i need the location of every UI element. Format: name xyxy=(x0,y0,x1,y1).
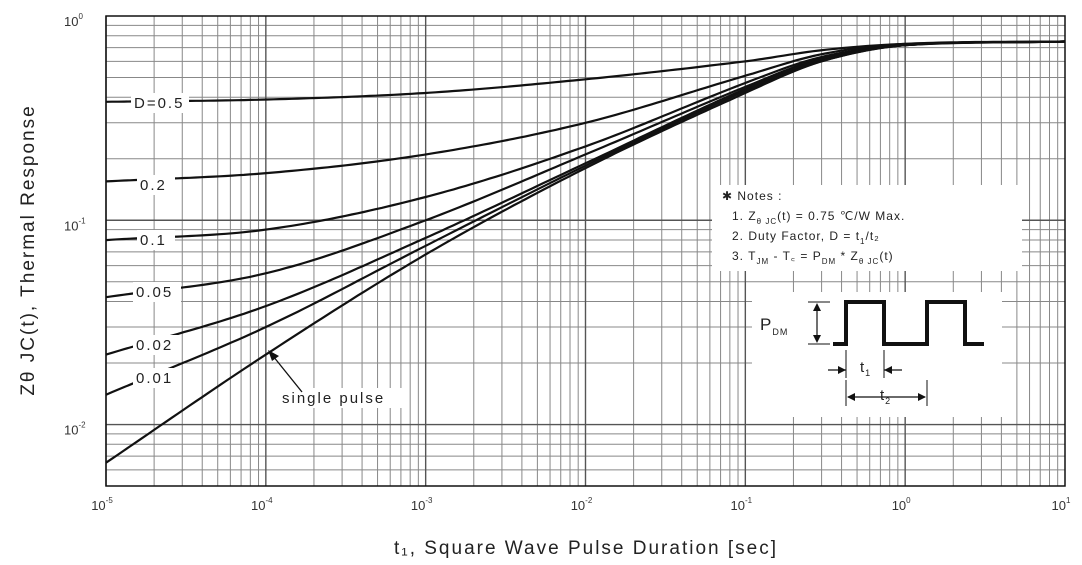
t1-arrowhead-right xyxy=(884,366,892,374)
curve-label-bg xyxy=(279,388,407,408)
pdm-arrowhead-bottom xyxy=(813,335,821,343)
notes-header: ✱ Notes : xyxy=(722,189,782,203)
pulse-waveform xyxy=(833,300,984,346)
pdm-label: PDM xyxy=(760,315,788,337)
curve-label: 0.2 xyxy=(140,177,167,194)
pulse-waveform-diagram: PDM t1 t2 xyxy=(752,292,1002,417)
note-3: 3. TJM - T꜀ = PDM * Zθ JC(t) xyxy=(732,249,894,266)
series-line xyxy=(105,40,1066,464)
curve-label: 0.01 xyxy=(136,370,173,387)
curve-label-bg xyxy=(137,230,175,250)
note-1: 1. Zθ JC(t) = 0.75 ℃/W Max. xyxy=(732,209,905,226)
series-layer xyxy=(105,40,1066,464)
curve-labels: D=0.5 0.2 0.1 0.05 0.02 0.01 single pulse xyxy=(131,93,407,408)
single-pulse-leader xyxy=(272,355,303,393)
series-line xyxy=(105,40,1066,183)
t2-arrowhead-left xyxy=(847,393,855,401)
x-tick-label: 10-1 xyxy=(731,496,753,513)
x-tick-label: 10-4 xyxy=(251,496,273,513)
curve-label-bg xyxy=(131,93,189,113)
x-tick-label: 10-2 xyxy=(571,496,593,513)
curve-label: 0.1 xyxy=(140,232,167,249)
curve-label-bg xyxy=(133,282,181,302)
x-axis-title: t₁, Square Wave Pulse Duration [sec] xyxy=(394,538,778,559)
y-tick-label: 100 xyxy=(64,12,83,29)
curve-label-bg xyxy=(133,368,181,388)
x-tick-label: 101 xyxy=(1052,496,1071,513)
y-tick-label: 10-1 xyxy=(64,216,86,233)
x-tick-label: 100 xyxy=(892,496,911,513)
t1-label: t1 xyxy=(860,359,871,378)
single-pulse-pointer xyxy=(268,350,303,393)
single-pulse-arrowhead xyxy=(268,350,279,361)
t2-arrowhead-right xyxy=(918,393,926,401)
curve-label: single pulse xyxy=(282,390,385,407)
curve-label-bg xyxy=(137,175,175,195)
curve-label-bg xyxy=(133,335,181,355)
curve-label: 0.05 xyxy=(136,284,173,301)
x-tick-label: 10-5 xyxy=(91,496,113,513)
note-2: 2. Duty Factor, D = t1/t₂ xyxy=(732,229,880,246)
notes-box: ✱ Notes : 1. Zθ JC(t) = 0.75 ℃/W Max. 2.… xyxy=(712,185,1022,271)
y-axis-title: Zθ JC(t), Thermal Response xyxy=(18,104,39,395)
curve-label: 0.02 xyxy=(136,337,173,354)
t1-arrowhead-left xyxy=(838,366,846,374)
x-tick-label: 10-3 xyxy=(411,496,433,513)
tick-labels: 10-5 10-4 10-3 10-2 10-1 100 101 10-2 10-1 100 xyxy=(64,12,1071,513)
pdm-arrowhead-top xyxy=(813,303,821,311)
plot-frame xyxy=(105,15,1066,487)
y-tick-label: 10-2 xyxy=(64,421,86,438)
t2-label: t2 xyxy=(880,387,891,406)
curve-label: D=0.5 xyxy=(134,95,184,112)
